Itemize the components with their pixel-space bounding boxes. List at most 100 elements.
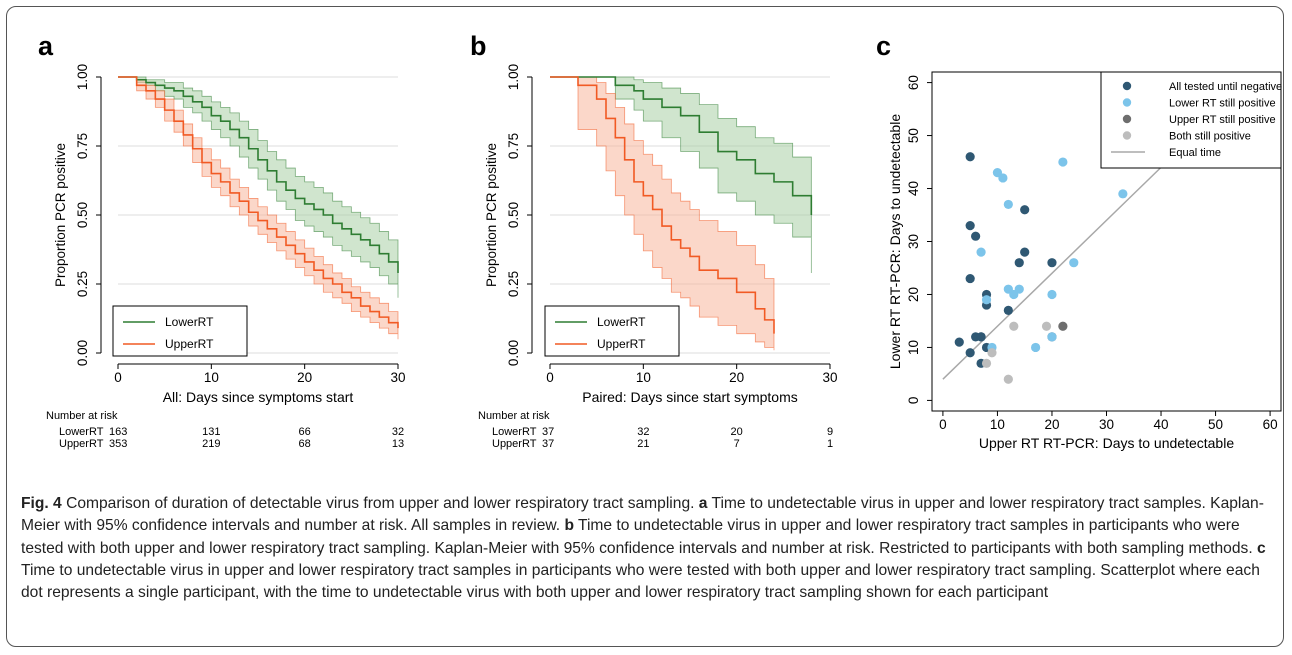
point-lower-still-positive [1047,289,1057,300]
risk-row-label-b: UpperRT [492,438,537,450]
y-tick-label-c: 10 [906,340,921,355]
y-tick-label-a: 0.00 [75,340,90,366]
risk-value-b: 9 [827,426,833,438]
point-all-tested [1020,247,1030,257]
caption-b-label: b [564,517,574,535]
km-curve-b-lower [550,76,813,215]
y-tick-label-a: 0.75 [75,133,90,159]
point-all-tested [965,152,975,162]
x-axis-title-b: Paired: Days since start symptoms [582,389,798,405]
risk-value-b: 37 [542,426,554,438]
risk-row-label-b: LowerRT [492,426,537,438]
risk-value-b: 20 [731,426,743,438]
caption-title: Comparison of duration of detectable vir… [61,495,699,512]
x-tick-label-b: 30 [822,370,837,385]
legend-label-all-tested: All tested until negative [1169,81,1282,93]
y-tick-label-c: 0 [906,397,921,405]
y-tick-label-c: 20 [906,287,921,302]
km-curve-b-upper [550,76,775,334]
point-lower-still-positive [976,247,986,257]
y-tick-label-a: 1.00 [75,64,90,90]
x-tick-label-a: 20 [297,370,312,385]
figure-charts: a b c 0.00 0.25 0.50 0.75 1.00 Proportion PCR… [38,31,1282,451]
point-all-tested [971,231,981,241]
legend-marker-lower-still-positive [1122,98,1132,107]
legend-label-upper-still-positive: Upper RT still positive [1169,114,1276,126]
panel-a-label: a [38,31,54,61]
caption-fig-label: Fig. 4 [21,495,62,512]
x-tick-label-c: 60 [1263,417,1278,432]
point-lower-still-positive [1009,289,1019,300]
point-all-tested [954,337,964,347]
risk-value-b: 32 [637,426,649,438]
km-curve-a-lower [118,76,399,273]
scatter-plot-c: 0 10 20 30 40 50 60 0 10 20 30 40 50 60 Upper RT RT-PC… [887,71,1282,451]
x-tick-label-b: 10 [636,370,651,385]
risk-value-a: 353 [109,438,127,450]
y-tick-label-b: 0.75 [506,133,521,159]
point-all-tested [965,348,975,358]
risk-value-a: 66 [299,426,311,438]
point-lower-still-positive [1031,342,1041,353]
legend-label-a-upper: UpperRT [165,337,214,351]
x-tick-label-c: 20 [1044,417,1059,432]
legend-label-lower-still-positive: Lower RT still positive [1169,98,1276,110]
point-lower-still-positive [1069,258,1079,268]
caption-c-label: c [1256,539,1266,557]
point-all-tested [1020,205,1030,215]
x-tick-label-b: 20 [729,370,744,385]
legend-label-both-still-positive: Both still positive [1169,131,1251,143]
y-tick-label-b: 0.00 [506,340,521,366]
y-tick-label-b: 0.50 [506,202,521,228]
caption-c-text: Time to undetectable virus in upper and … [21,561,1260,602]
x-tick-label-c: 10 [990,417,1005,432]
point-both-still-positive [1041,321,1052,331]
y-tick-label-b: 1.00 [506,64,521,90]
point-upper-still-positive [1058,321,1068,331]
x-tick-label-c: 0 [939,417,947,432]
figure-caption: Fig. 4 Comparison of duration of detecta… [21,493,1276,604]
y-tick-label-c: 40 [906,181,921,196]
ci-band-a-lower [118,76,399,298]
x-tick-label-a: 10 [204,370,219,385]
point-all-tested [965,221,975,231]
caption-b-text: Time to undetectable virus in upper and … [21,517,1257,557]
risk-value-a: 131 [202,426,220,438]
panel-c-label: c [876,31,891,61]
y-tick-label-c: 30 [906,234,921,249]
point-both-still-positive [1009,321,1019,331]
legend-label-b-lower: LowerRT [597,315,646,329]
legend-marker-both-still-positive [1122,131,1132,140]
legend-marker-all-tested [1122,81,1132,91]
point-lower-still-positive [1118,189,1128,199]
x-axis-title-a: All: Days since symptoms start [163,389,354,405]
ci-band-a-upper [118,76,399,340]
y-tick-label-b: 0.25 [506,271,521,297]
x-tick-label-a: 30 [390,370,405,385]
km-plot-b: 0.00 0.25 0.50 0.75 1.00 Proportion PCR posit… [478,64,838,450]
point-all-tested [965,273,975,284]
caption-a-label: a [698,495,708,512]
y-tick-label-c: 60 [906,75,921,90]
point-both-still-positive [981,358,992,368]
risk-value-b: 21 [637,438,649,450]
risk-row-label-a: UpperRT [59,438,104,450]
caption-a-text: Time to undetectable virus in upper and … [21,495,1264,535]
y-axis-title-b: Proportion PCR positive [484,143,499,287]
x-tick-label-c: 50 [1208,417,1223,432]
legend-box-b [544,305,680,357]
y-tick-label-a: 0.25 [75,271,90,297]
point-all-tested [1003,305,1013,315]
risk-table-title-b: Number at risk [478,410,550,422]
point-lower-still-positive [998,173,1008,183]
x-axis-title-c: Upper RT RT-PCR: Days to undetectable [979,435,1234,451]
risk-value-b: 37 [542,438,554,450]
legend-box-a [112,305,248,357]
x-tick-label-c: 40 [1154,417,1169,432]
risk-value-a: 13 [392,438,404,450]
risk-value-a: 163 [109,426,127,438]
x-tick-label-b: 0 [546,370,554,385]
point-both-still-positive [1003,374,1013,384]
point-lower-still-positive [981,295,992,305]
risk-value-b: 1 [827,438,833,450]
